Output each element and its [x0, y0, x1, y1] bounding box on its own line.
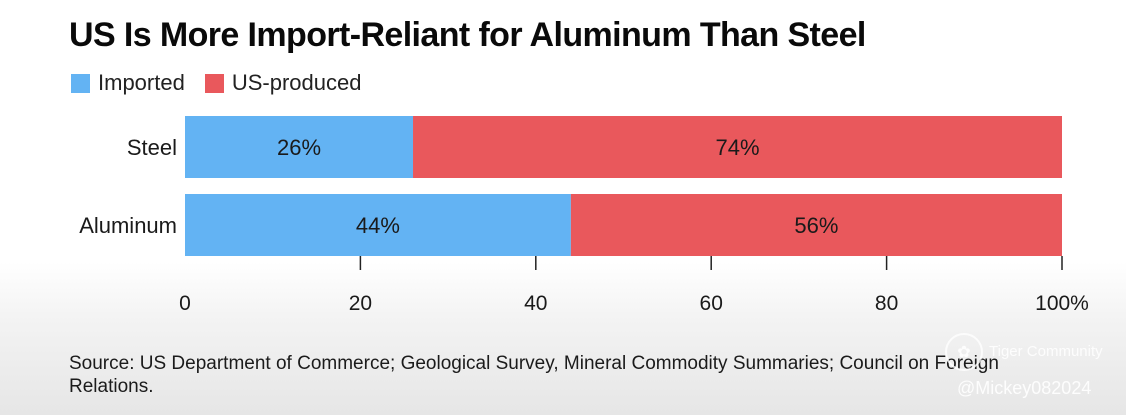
tiger-community-logo-icon: ✿	[945, 333, 983, 371]
data-label-aluminum-imported: 44%	[356, 213, 400, 238]
bar-steel-us-produced	[413, 116, 1062, 178]
x-tick-label-80: 80	[875, 292, 898, 315]
bar-steel-imported	[185, 116, 414, 178]
legend-item-us-produced: US-produced	[204, 70, 362, 96]
watermark-user: @Mickey082024	[957, 378, 1092, 398]
watermark-brand: Tiger Community	[989, 343, 1103, 360]
category-label-steel: Steel	[127, 135, 177, 160]
category-label-aluminum: Aluminum	[79, 213, 177, 238]
legend-label-us-produced: US-produced	[231, 70, 362, 95]
bar-aluminum-us-produced	[570, 194, 1062, 256]
legend-label-imported: Imported	[98, 70, 185, 95]
watermark: ✿ Tiger Community @Mickey082024	[945, 333, 1115, 405]
source-note: Source: US Department of Commerce; Geolo…	[69, 353, 999, 397]
legend-swatch-us-produced	[204, 73, 224, 93]
x-tick-label-40: 40	[524, 292, 547, 315]
data-label-aluminum-us-produced: 56%	[794, 213, 838, 238]
legend: Imported US-produced	[71, 70, 381, 96]
x-tick-label-100: 100%	[1035, 292, 1089, 315]
bar-aluminum-imported	[185, 194, 571, 256]
data-label-steel-imported: 26%	[277, 135, 321, 160]
x-tick-label-60: 60	[700, 292, 723, 315]
x-tick-label-20: 20	[349, 292, 372, 315]
legend-item-imported: Imported	[71, 70, 185, 96]
data-label-steel-us-produced: 74%	[715, 135, 759, 160]
bar-chart: Steel 26% 74% Aluminum 44% 56% 0 20 40 60 80 100%	[79, 116, 1089, 315]
chart-title: US Is More Import-Reliant for Aluminum T…	[69, 16, 866, 54]
x-tick-label-0: 0	[179, 292, 191, 315]
legend-swatch-imported	[71, 73, 90, 93]
